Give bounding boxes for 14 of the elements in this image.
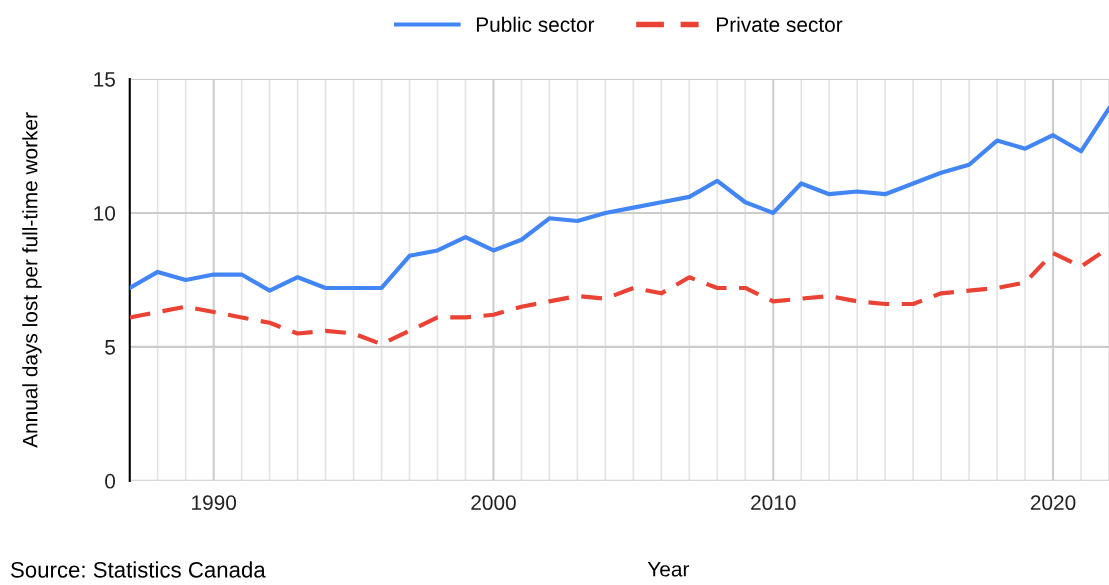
line-series [129, 106, 1109, 293]
y-axis-title: Annual days lost per full-time worker [22, 112, 42, 448]
y-tick-label: 5 [105, 340, 115, 355]
y-tick-label: 10 [94, 205, 116, 221]
y-tick-label: 0 [105, 473, 116, 489]
legend-label: Public sector [476, 16, 595, 32]
legend-label: Private sector [717, 16, 843, 32]
x-tick-label: 2020 [1030, 495, 1076, 511]
source-note: Source: Statistics Canada [10, 561, 266, 578]
x-tick-label: 1990 [192, 495, 237, 511]
x-tick-label: 2010 [751, 495, 796, 511]
y-tick-label: 15 [94, 72, 115, 87]
x-axis-title: Year [647, 562, 690, 577]
x-tick-label: 2000 [471, 495, 516, 511]
